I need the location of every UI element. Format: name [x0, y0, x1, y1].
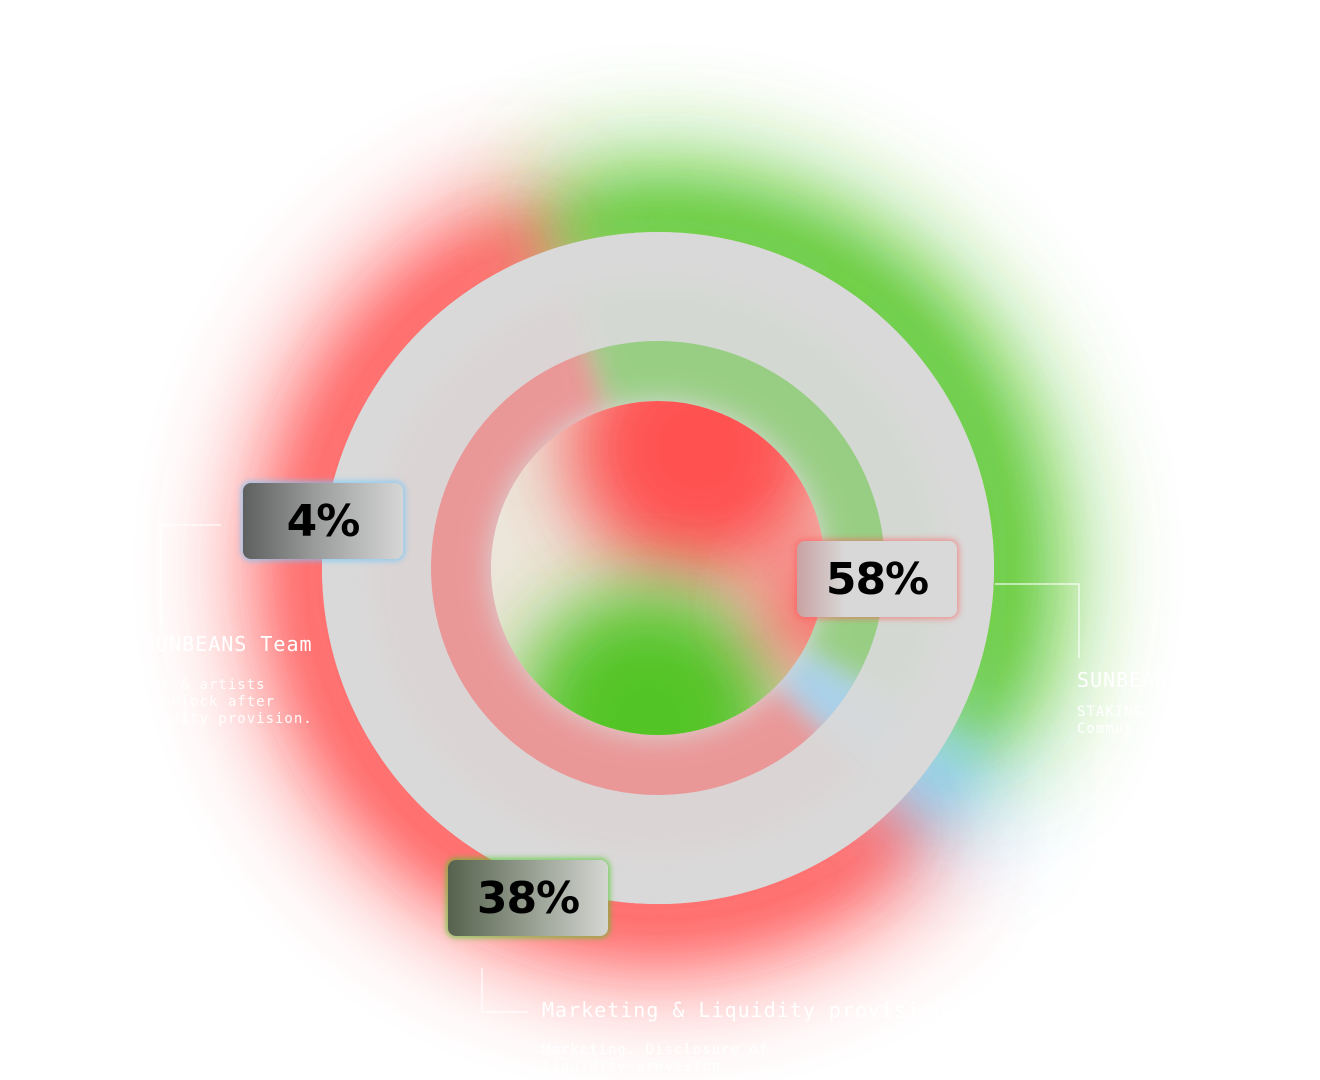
glow-marketing [537, 162, 1064, 769]
callout-description-team: ice & artists k unlock after quidity pro… [143, 677, 313, 727]
donut-hole [491, 401, 825, 735]
callout-title-sunbeans: SUNBEANS [1077, 668, 1182, 692]
callout-description-sunbeans: STAKING Commun [1077, 704, 1144, 737]
glow-edge-team [892, 729, 977, 823]
glow-edge-marketing [549, 202, 1024, 749]
leader-line-team [160, 524, 221, 625]
callout-title-team: SUNBEANS Team [143, 632, 313, 656]
hole-glow-sunbeans [568, 401, 825, 578]
slice-value-label-team: 4% [243, 483, 403, 559]
hole-glow-sunbeans-edge [758, 538, 825, 678]
slice-value-label-sunbeans: 58% [797, 541, 957, 617]
slice-value-label-marketing: 38% [448, 860, 608, 936]
slice-tint-sunbeans [371, 293, 865, 856]
callout-title-marketing: Marketing & Liquidity provision [542, 998, 947, 1022]
glow-edge-sunbeans [291, 218, 922, 934]
callout-description-marketing: Marketing. Disclosure of liquidity provi… [542, 1042, 769, 1075]
leader-lines [160, 524, 1080, 1013]
leader-line-sunbeans [995, 583, 1080, 658]
hole-glow-marketing [518, 588, 778, 735]
slice-face-team [821, 680, 951, 802]
slice-face-sunbeans [322, 247, 900, 904]
leader-line-marketing [481, 968, 528, 1013]
